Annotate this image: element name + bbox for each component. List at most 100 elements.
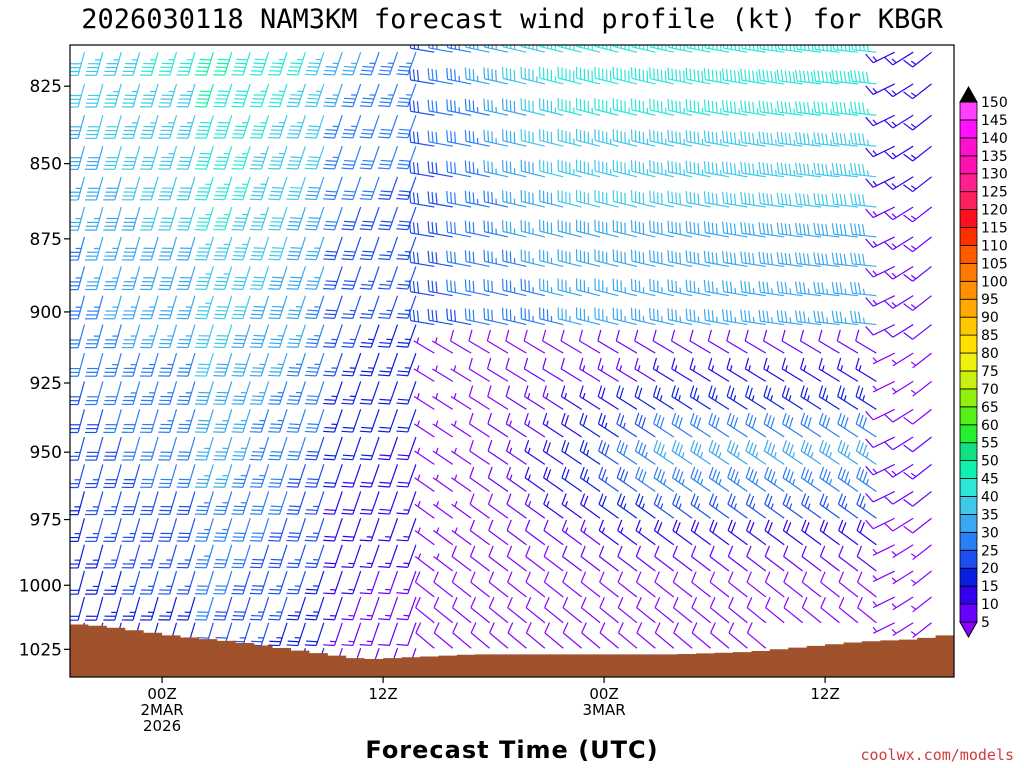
wind-barb (704, 45, 730, 53)
wind-barb (575, 98, 601, 116)
wind-barb (727, 519, 748, 546)
wind-barb (649, 279, 674, 297)
wind-barb (488, 519, 509, 546)
wind-barb (431, 365, 454, 382)
wind-barb (635, 493, 656, 519)
wind-barb (855, 357, 877, 382)
colorbar-swatch (959, 280, 978, 300)
wind-barb (323, 176, 343, 201)
wind-barb (575, 189, 601, 208)
wind-barb (194, 436, 214, 461)
wind-barb (630, 190, 656, 208)
wind-barb (286, 352, 306, 377)
wind-barb (414, 571, 435, 598)
wind-barb (451, 545, 472, 572)
wind-barb (612, 66, 638, 85)
wind-barb (470, 596, 490, 624)
wind-barb (378, 176, 399, 201)
wind-barb (231, 324, 251, 349)
wind-barb (268, 295, 288, 320)
wind-barb (703, 279, 730, 297)
wind-barb (70, 381, 85, 406)
wind-barb (304, 622, 325, 647)
wind-barb (249, 352, 270, 377)
wind-barb (667, 98, 693, 116)
wind-barb (85, 176, 104, 201)
wind-barb (884, 324, 914, 338)
wind-barb (470, 571, 490, 598)
wind-barb (801, 519, 822, 546)
wind-barb (341, 176, 362, 201)
wind-barb (884, 145, 914, 160)
wind-barb (323, 464, 343, 488)
wind-barb (544, 622, 564, 649)
wind-barb (446, 279, 472, 297)
wind-barb (85, 83, 104, 108)
wind-barb (341, 622, 362, 647)
wind-barb (487, 466, 509, 492)
wind-barb (378, 596, 399, 621)
wind-barb (304, 518, 325, 542)
wind-barb (121, 115, 141, 139)
wind-barb (85, 596, 104, 621)
x-tick-label: 00Z (589, 685, 618, 703)
wind-barb (501, 98, 527, 116)
wind-barb (800, 439, 822, 465)
wind-barb (634, 357, 656, 382)
wind-barb (341, 352, 362, 377)
wind-barb (672, 596, 693, 624)
wind-barb (837, 385, 859, 410)
wind-barb (464, 98, 490, 116)
wind-barb (722, 251, 748, 268)
wind-barb (865, 145, 896, 158)
wind-barb (359, 324, 380, 348)
wind-barb (433, 527, 454, 546)
wind-barb (776, 222, 803, 238)
wind-barb (396, 83, 417, 108)
wind-barb (689, 329, 711, 354)
wind-barb (653, 439, 675, 465)
wind-barb (838, 545, 859, 572)
wind-barb (667, 250, 693, 268)
wind-barb (341, 51, 362, 76)
wind-barb (673, 622, 693, 649)
wind-barb (446, 67, 472, 85)
wind-barb (501, 249, 527, 268)
wind-barb (758, 162, 785, 178)
wind-barb (450, 420, 472, 438)
wind-barb (506, 545, 527, 572)
wind-barb (520, 129, 545, 147)
wind-barb (872, 352, 896, 365)
wind-barb (213, 544, 233, 569)
colorbar-swatch (959, 352, 978, 372)
wind-barb (745, 519, 767, 546)
wind-barb (562, 622, 583, 649)
colorbar-label: 15 (981, 579, 999, 595)
wind-barb (158, 491, 178, 516)
wind-barb (850, 101, 877, 116)
wind-barb (70, 146, 85, 170)
wind-barb (378, 622, 399, 646)
wind-barb (837, 466, 859, 492)
wind-barb (850, 252, 877, 268)
colorbar-swatch (959, 388, 978, 408)
wind-barb (709, 545, 730, 572)
wind-barb (653, 412, 675, 438)
wind-barb (580, 545, 601, 572)
wind-barb (557, 307, 582, 326)
y-tick-label: 950 (30, 443, 62, 463)
wind-barb (323, 295, 343, 319)
wind-barb (865, 463, 896, 476)
wind-barb (413, 337, 435, 354)
wind-barb (451, 571, 472, 598)
wind-barb (539, 189, 564, 208)
wind-barb (763, 357, 785, 382)
wind-barb (85, 266, 104, 291)
wind-barb (378, 206, 399, 231)
wind-barb (486, 329, 509, 354)
colorbar-label: 20 (981, 561, 999, 577)
wind-barb (231, 352, 251, 377)
wind-barb (903, 463, 932, 480)
wind-barb (728, 622, 748, 649)
wind-barb (268, 176, 288, 201)
